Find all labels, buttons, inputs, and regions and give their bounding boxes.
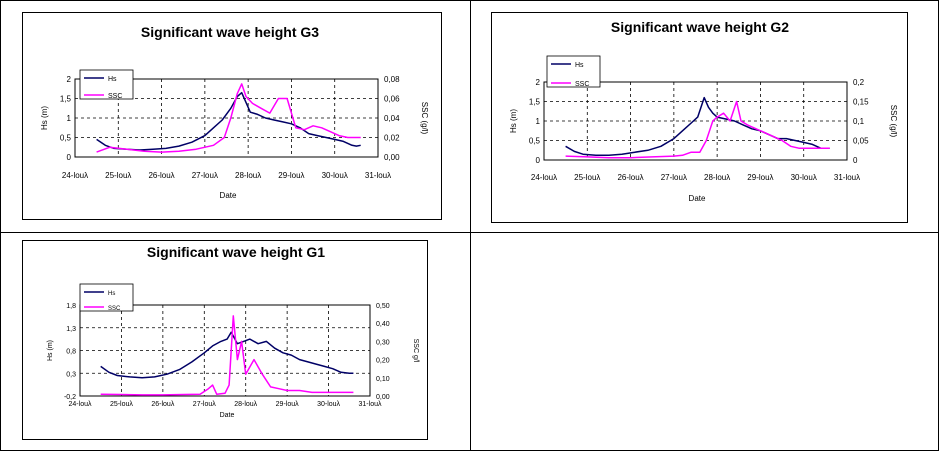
chart-g1-y-tick-label: 0,8 bbox=[66, 349, 76, 356]
chart-g1-y-axis-label: Hs (m) bbox=[47, 340, 54, 361]
chart-g3-y-tick-label: 1,5 bbox=[60, 95, 72, 104]
chart-g2-x-tick-label: 28-louλ bbox=[704, 173, 730, 182]
chart-g3-legend-label-hs: Hs bbox=[108, 76, 117, 83]
chart-g1-y2-tick-label: 0,10 bbox=[376, 376, 390, 383]
chart-g1-y2-tick-label: 0,30 bbox=[376, 339, 390, 346]
chart-g1-x-tick-label: 25-louλ bbox=[110, 401, 133, 408]
chart-g1-x-axis-label: Date bbox=[220, 412, 235, 419]
chart-g2-frame bbox=[491, 12, 908, 223]
chart-g1-y-tick-label: 1,8 bbox=[66, 303, 76, 310]
chart-g2-x-tick-label: 24-louλ bbox=[531, 173, 557, 182]
chart-g2-y-tick-label: 0,5 bbox=[529, 137, 541, 146]
chart-g1-x-tick-label: 31-louλ bbox=[359, 401, 382, 408]
chart-g1-y2-tick-label: 0,00 bbox=[376, 394, 390, 401]
chart-g3-y-tick-label: 1 bbox=[67, 114, 72, 123]
chart-g3-y-axis-label: Hs (m) bbox=[40, 106, 49, 130]
chart-g1-legend-label-hs: Hs bbox=[108, 291, 115, 297]
chart-g1-y2-tick-label: 0,50 bbox=[376, 303, 390, 310]
chart-g2-x-tick-label: 25-louλ bbox=[574, 173, 600, 182]
chart-g2-y2-tick-label: 0,1 bbox=[853, 117, 865, 126]
chart-g3-y-tick-label: 0,5 bbox=[60, 134, 72, 143]
chart-g3-series-ssc-line bbox=[96, 83, 361, 153]
chart-g1-y2-tick-label: 0,40 bbox=[376, 321, 390, 328]
chart-g2-y-tick-label: 2 bbox=[536, 78, 541, 87]
chart-g3-x-tick-label: 30-louλ bbox=[322, 171, 348, 180]
chart-g2-series-ssc-line bbox=[565, 100, 830, 159]
chart-g2-y2-tick-label: 0,2 bbox=[853, 78, 865, 87]
chart-g1-y2-tick-label: 0,20 bbox=[376, 358, 390, 365]
chart-g1-x-tick-label: 29-louλ bbox=[276, 401, 299, 408]
chart-g2-y-axis-label: Hs (m) bbox=[509, 109, 518, 133]
chart-g2-y-tick-label: 1,5 bbox=[529, 98, 541, 107]
chart-g3-x-tick-label: 24-louλ bbox=[62, 171, 88, 180]
chart-g2-y2-tick-label: 0,05 bbox=[853, 137, 869, 146]
chart-g1-y-tick-label: 1,3 bbox=[66, 326, 76, 333]
chart-g3-legend-box bbox=[79, 69, 134, 100]
chart-g1-title: Significant wave height G1 bbox=[147, 244, 325, 260]
chart-g2-x-tick-label: 27-louλ bbox=[661, 173, 687, 182]
chart-g3-title: Significant wave height G3 bbox=[141, 24, 319, 40]
chart-g3-y2-tick-label: 0,00 bbox=[384, 153, 400, 162]
chart-g3-x-tick-label: 29-louλ bbox=[278, 171, 304, 180]
chart-g2-y2-axis-label: SSC (g/l) bbox=[889, 105, 898, 138]
chart-g1-y-tick-label: -0,2 bbox=[64, 394, 76, 401]
chart-g3-y2-axis-label: SSC (g/l) bbox=[420, 102, 429, 135]
chart-g2-series-hs-line bbox=[565, 96, 830, 157]
chart-g2-x-axis-label: Date bbox=[689, 194, 706, 203]
chart-g2-legend-label-ssc: SSC bbox=[575, 81, 589, 88]
chart-g3-x-tick-label: 31-louλ bbox=[365, 171, 391, 180]
chart-g2-legend-box bbox=[546, 55, 601, 88]
chart-g1-x-tick-label: 28-louλ bbox=[234, 401, 257, 408]
chart-g3-x-tick-label: 27-louλ bbox=[192, 171, 218, 180]
chart-g1-x-tick-label: 30-louλ bbox=[317, 401, 340, 408]
chart-g3-x-tick-label: 25-louλ bbox=[105, 171, 131, 180]
chart-g1-series-hs-line bbox=[100, 331, 354, 379]
chart-g1-y-tick-label: 0,3 bbox=[66, 371, 76, 378]
chart-g3-x-tick-label: 28-louλ bbox=[235, 171, 261, 180]
chart-g2-title: Significant wave height G2 bbox=[611, 19, 789, 35]
chart-g3-y-tick-label: 2 bbox=[67, 75, 72, 84]
chart-g2-y2-tick-label: 0,15 bbox=[853, 98, 869, 107]
chart-g2-y-tick-label: 0 bbox=[536, 156, 541, 165]
chart-g2-y2-tick-label: 0 bbox=[853, 156, 858, 165]
chart-g3-y2-tick-label: 0,08 bbox=[384, 75, 400, 84]
chart-g2-x-tick-label: 31-louλ bbox=[834, 173, 860, 182]
chart-g1-x-tick-label: 26-louλ bbox=[151, 401, 174, 408]
chart-g1-legend-label-ssc: SSC bbox=[108, 306, 121, 312]
chart-g3-x-tick-label: 26-louλ bbox=[148, 171, 174, 180]
chart-g3-series-hs-line bbox=[96, 91, 361, 151]
chart-g3-y2-tick-label: 0,04 bbox=[384, 114, 400, 123]
chart-g2-x-tick-label: 30-louλ bbox=[791, 173, 817, 182]
chart-g3-y2-tick-label: 0,06 bbox=[384, 95, 400, 104]
chart-g2-legend-label-hs: Hs bbox=[575, 62, 584, 69]
chart-g1-x-tick-label: 24-louλ bbox=[69, 401, 92, 408]
chart-g2-x-tick-label: 29-louλ bbox=[747, 173, 773, 182]
chart-g2-y-tick-label: 1 bbox=[536, 117, 541, 126]
chart-g1-y2-axis-label: SSC g/l bbox=[412, 339, 419, 363]
chart-g3-x-axis-label: Date bbox=[220, 191, 237, 200]
chart-g1-series-ssc-line bbox=[100, 315, 354, 396]
chart-g3-y-tick-label: 0 bbox=[67, 153, 72, 162]
chart-g2-x-tick-label: 26-louλ bbox=[617, 173, 643, 182]
chart-g3-y2-tick-label: 0,02 bbox=[384, 134, 400, 143]
chart-g1-x-tick-label: 27-louλ bbox=[193, 401, 216, 408]
chart-g3-legend-label-ssc: SSC bbox=[108, 93, 122, 100]
